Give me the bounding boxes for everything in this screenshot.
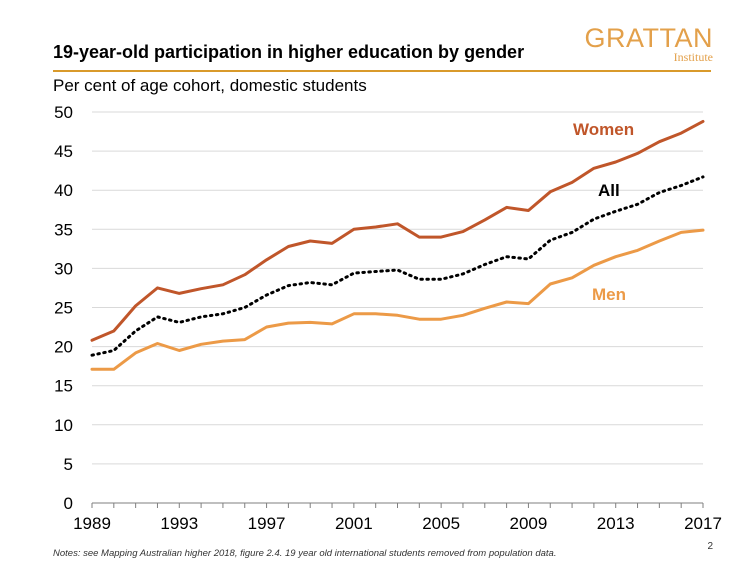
x-tick-label: 2005: [422, 514, 460, 533]
y-tick-label: 20: [54, 338, 73, 357]
y-tick-label: 45: [54, 142, 73, 161]
y-tick-label: 10: [54, 416, 73, 435]
chart-subtitle: Per cent of age cohort, domestic student…: [53, 76, 367, 95]
x-tick-label: 2001: [335, 514, 373, 533]
grattan-logo: GRATTAN Institute: [583, 23, 714, 64]
x-tick-label: 2017: [684, 514, 722, 533]
logo-subtitle: Institute: [673, 50, 713, 64]
y-tick-label: 35: [54, 220, 73, 239]
y-tick-label: 30: [54, 259, 73, 278]
x-tick-label: 1993: [160, 514, 198, 533]
series-line-men: [90, 228, 705, 371]
x-tick-label: 2009: [510, 514, 548, 533]
footnote: Notes: see Mapping Australian higher 201…: [53, 548, 557, 559]
y-tick-label: 25: [54, 299, 73, 318]
series-line-all: [90, 175, 705, 357]
x-tick-label: 1997: [248, 514, 286, 533]
x-tick-label: 1989: [73, 514, 111, 533]
y-tick-label: 15: [54, 377, 73, 396]
page-number: 2: [707, 541, 713, 552]
y-tick-label: 5: [64, 455, 73, 474]
logo-wordmark: GRATTAN: [584, 23, 713, 53]
x-tick-label: 2013: [597, 514, 635, 533]
y-tick-label: 0: [64, 494, 73, 513]
series-label-men: Men: [592, 285, 626, 304]
series-label-all: All: [598, 181, 620, 200]
chart-title: 19-year-old participation in higher educ…: [53, 42, 525, 62]
y-tick-label: 40: [54, 181, 73, 200]
series-label-women: Women: [573, 120, 634, 139]
y-tick-label: 50: [54, 103, 73, 122]
series-line-women: [90, 119, 705, 342]
title-divider: [53, 70, 711, 72]
